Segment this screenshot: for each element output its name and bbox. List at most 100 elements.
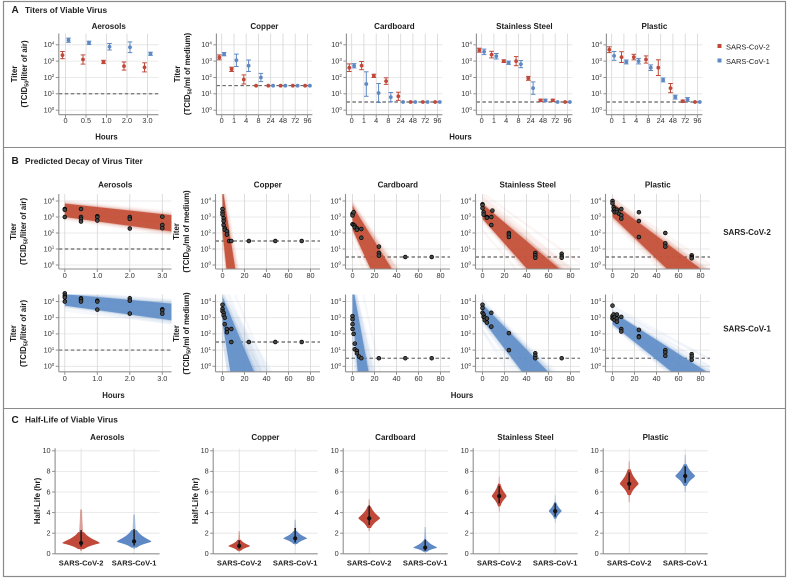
svg-text:104: 104 (201, 40, 212, 49)
svg-text:104: 104 (460, 297, 471, 306)
svg-text:Stainless Steel: Stainless Steel (497, 433, 553, 442)
svg-text:102: 102 (330, 228, 341, 237)
svg-text:72: 72 (421, 116, 429, 125)
svg-text:Cardboard: Cardboard (378, 181, 419, 190)
svg-text:1: 1 (622, 116, 626, 125)
svg-text:4: 4 (465, 508, 469, 517)
svg-text:80: 80 (306, 271, 314, 280)
svg-text:(TCID50/ml of medium): (TCID50/ml of medium) (182, 190, 192, 273)
svg-text:Half-Life (hr): Half-Life (hr) (33, 477, 42, 524)
svg-text:60: 60 (284, 374, 292, 383)
svg-text:SARS-CoV-2: SARS-CoV-2 (217, 559, 262, 568)
svg-text:0: 0 (63, 116, 67, 125)
svg-text:8: 8 (516, 116, 520, 125)
svg-text:96: 96 (303, 116, 311, 125)
svg-text:104: 104 (330, 297, 341, 306)
svg-text:0: 0 (350, 116, 354, 125)
svg-text:4: 4 (504, 116, 508, 125)
svg-text:101: 101 (330, 345, 341, 354)
svg-text:2: 2 (335, 529, 339, 538)
svg-text:20: 20 (500, 374, 508, 383)
svg-text:Stainless Steel: Stainless Steel (496, 22, 552, 31)
svg-text:0: 0 (350, 271, 354, 280)
svg-text:103: 103 (44, 313, 55, 322)
svg-text:1: 1 (232, 116, 236, 125)
svg-text:Half-Life of Viable Virus: Half-Life of Viable Virus (25, 414, 118, 424)
svg-text:0: 0 (480, 374, 484, 383)
svg-text:Titer: Titer (172, 223, 181, 240)
svg-text:102: 102 (460, 228, 471, 237)
svg-text:Titer: Titer (172, 325, 181, 342)
svg-text:Titers of Viable Virus: Titers of Viable Virus (25, 5, 107, 15)
svg-text:104: 104 (460, 196, 471, 205)
svg-text:104: 104 (44, 297, 55, 306)
svg-text:Plastic: Plastic (645, 181, 671, 190)
svg-text:40: 40 (522, 374, 530, 383)
svg-text:SARS-CoV-1: SARS-CoV-1 (273, 559, 318, 568)
svg-text:Half-Life (hr): Half-Life (hr) (191, 477, 200, 524)
svg-text:101: 101 (331, 89, 342, 98)
svg-text:20: 20 (370, 271, 378, 280)
svg-text:24: 24 (397, 116, 405, 125)
svg-text:101: 101 (590, 345, 601, 354)
svg-text:2: 2 (595, 529, 599, 538)
svg-text:103: 103 (590, 313, 601, 322)
svg-text:Plastic: Plastic (643, 433, 669, 442)
svg-text:103: 103 (331, 56, 342, 65)
svg-text:48: 48 (279, 116, 287, 125)
svg-text:Plastic: Plastic (642, 22, 668, 31)
svg-text:48: 48 (409, 116, 417, 125)
svg-text:100: 100 (44, 362, 55, 371)
svg-text:Copper: Copper (251, 433, 279, 442)
svg-text:0: 0 (595, 549, 599, 558)
svg-text:1.0: 1.0 (92, 374, 102, 383)
svg-text:20: 20 (240, 374, 248, 383)
svg-text:4: 4 (244, 116, 248, 125)
svg-text:24: 24 (527, 116, 535, 125)
svg-text:103: 103 (590, 212, 601, 221)
svg-text:103: 103 (201, 56, 212, 65)
svg-text:80: 80 (436, 271, 444, 280)
svg-text:SARS-CoV-1: SARS-CoV-1 (726, 57, 770, 66)
svg-text:100: 100 (44, 106, 55, 115)
svg-text:SARS-CoV-2: SARS-CoV-2 (607, 559, 652, 568)
svg-text:103: 103 (330, 313, 341, 322)
svg-text:60: 60 (414, 271, 422, 280)
svg-text:100: 100 (201, 106, 212, 115)
svg-text:Cardboard: Cardboard (375, 433, 416, 442)
svg-text:102: 102 (44, 329, 55, 338)
svg-text:104: 104 (461, 40, 472, 49)
svg-text:80: 80 (306, 374, 314, 383)
svg-text:40: 40 (522, 271, 530, 280)
svg-text:103: 103 (44, 212, 55, 221)
svg-text:6: 6 (465, 487, 469, 496)
svg-text:104: 104 (200, 196, 211, 205)
svg-text:24: 24 (657, 116, 665, 125)
svg-text:SARS-CoV-2: SARS-CoV-2 (726, 42, 770, 51)
svg-text:SARS-CoV-1: SARS-CoV-1 (663, 559, 708, 568)
svg-text:SARS-CoV-2: SARS-CoV-2 (723, 228, 771, 237)
svg-text:96: 96 (563, 116, 571, 125)
svg-text:102: 102 (44, 73, 55, 82)
svg-text:A: A (12, 5, 19, 16)
svg-text:104: 104 (590, 297, 601, 306)
svg-text:8: 8 (646, 116, 650, 125)
svg-text:101: 101 (461, 89, 472, 98)
svg-text:3.0: 3.0 (142, 116, 152, 125)
svg-text:8: 8 (595, 467, 599, 476)
svg-text:60: 60 (284, 271, 292, 280)
svg-text:102: 102 (44, 228, 55, 237)
svg-text:8: 8 (47, 467, 51, 476)
svg-text:0: 0 (465, 549, 469, 558)
svg-text:20: 20 (370, 374, 378, 383)
svg-text:20: 20 (630, 271, 638, 280)
svg-text:0: 0 (63, 374, 67, 383)
svg-text:96: 96 (693, 116, 701, 125)
svg-text:4: 4 (335, 508, 339, 517)
svg-text:101: 101 (200, 244, 211, 253)
svg-text:104: 104 (44, 40, 55, 49)
svg-text:101: 101 (44, 244, 55, 253)
svg-text:Stainless Steel: Stainless Steel (500, 181, 556, 190)
svg-text:8: 8 (465, 467, 469, 476)
svg-text:60: 60 (414, 374, 422, 383)
